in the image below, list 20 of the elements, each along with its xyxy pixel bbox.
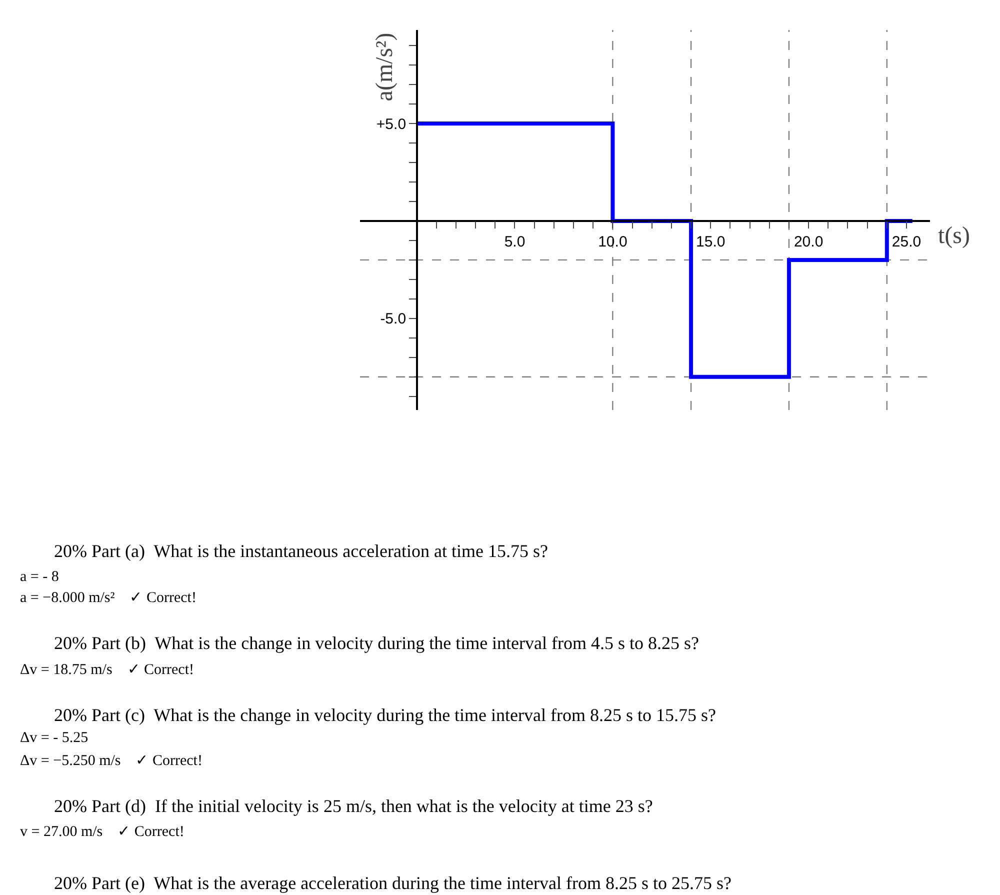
text: a = −8.000 m/s² ✓ Correct! — [20, 590, 196, 606]
x-axis-title: t(s) — [938, 223, 970, 249]
y-tick-label: -5.0 — [380, 310, 406, 328]
x-tick-label: 25.0 — [892, 234, 922, 251]
text: 20% Part (c) What is the change in velocity during the time interval from 8.25 s to 15.75 s? — [54, 705, 716, 725]
text: 20% Part (b) What is the change in velocity during the time interval from 4.5 s to 8.25 s? — [54, 633, 700, 653]
text: a = - 8 — [20, 569, 59, 585]
x-tick-label: 10.0 — [598, 234, 628, 251]
text: Δv = - 5.25 — [20, 730, 88, 746]
text: 20% Part (e) What is the average acceleration during the time interval from 8.25 s to 25.75 s? — [54, 873, 732, 893]
x-tick-label: 15.0 — [696, 234, 726, 251]
text: Δv = 18.75 m/s ✓ Correct! — [20, 662, 194, 678]
x-tick-label: 5.0 — [504, 234, 526, 251]
text: 20% Part (d) If the initial velocity is 25 m/s, then what is the velocity at time 23 s? — [54, 796, 653, 816]
x-tick-label: 20.0 — [794, 234, 824, 251]
y-tick-label: +5.0 — [376, 116, 406, 133]
text: 20% Part (a) What is the instantaneous acceleration at time 15.75 s? — [54, 541, 548, 561]
y-axis-title: a(m/s²) — [372, 32, 398, 102]
text: v = 27.00 m/s ✓ Correct! — [20, 824, 184, 840]
text: Δv = −5.250 m/s ✓ Correct! — [20, 753, 202, 769]
